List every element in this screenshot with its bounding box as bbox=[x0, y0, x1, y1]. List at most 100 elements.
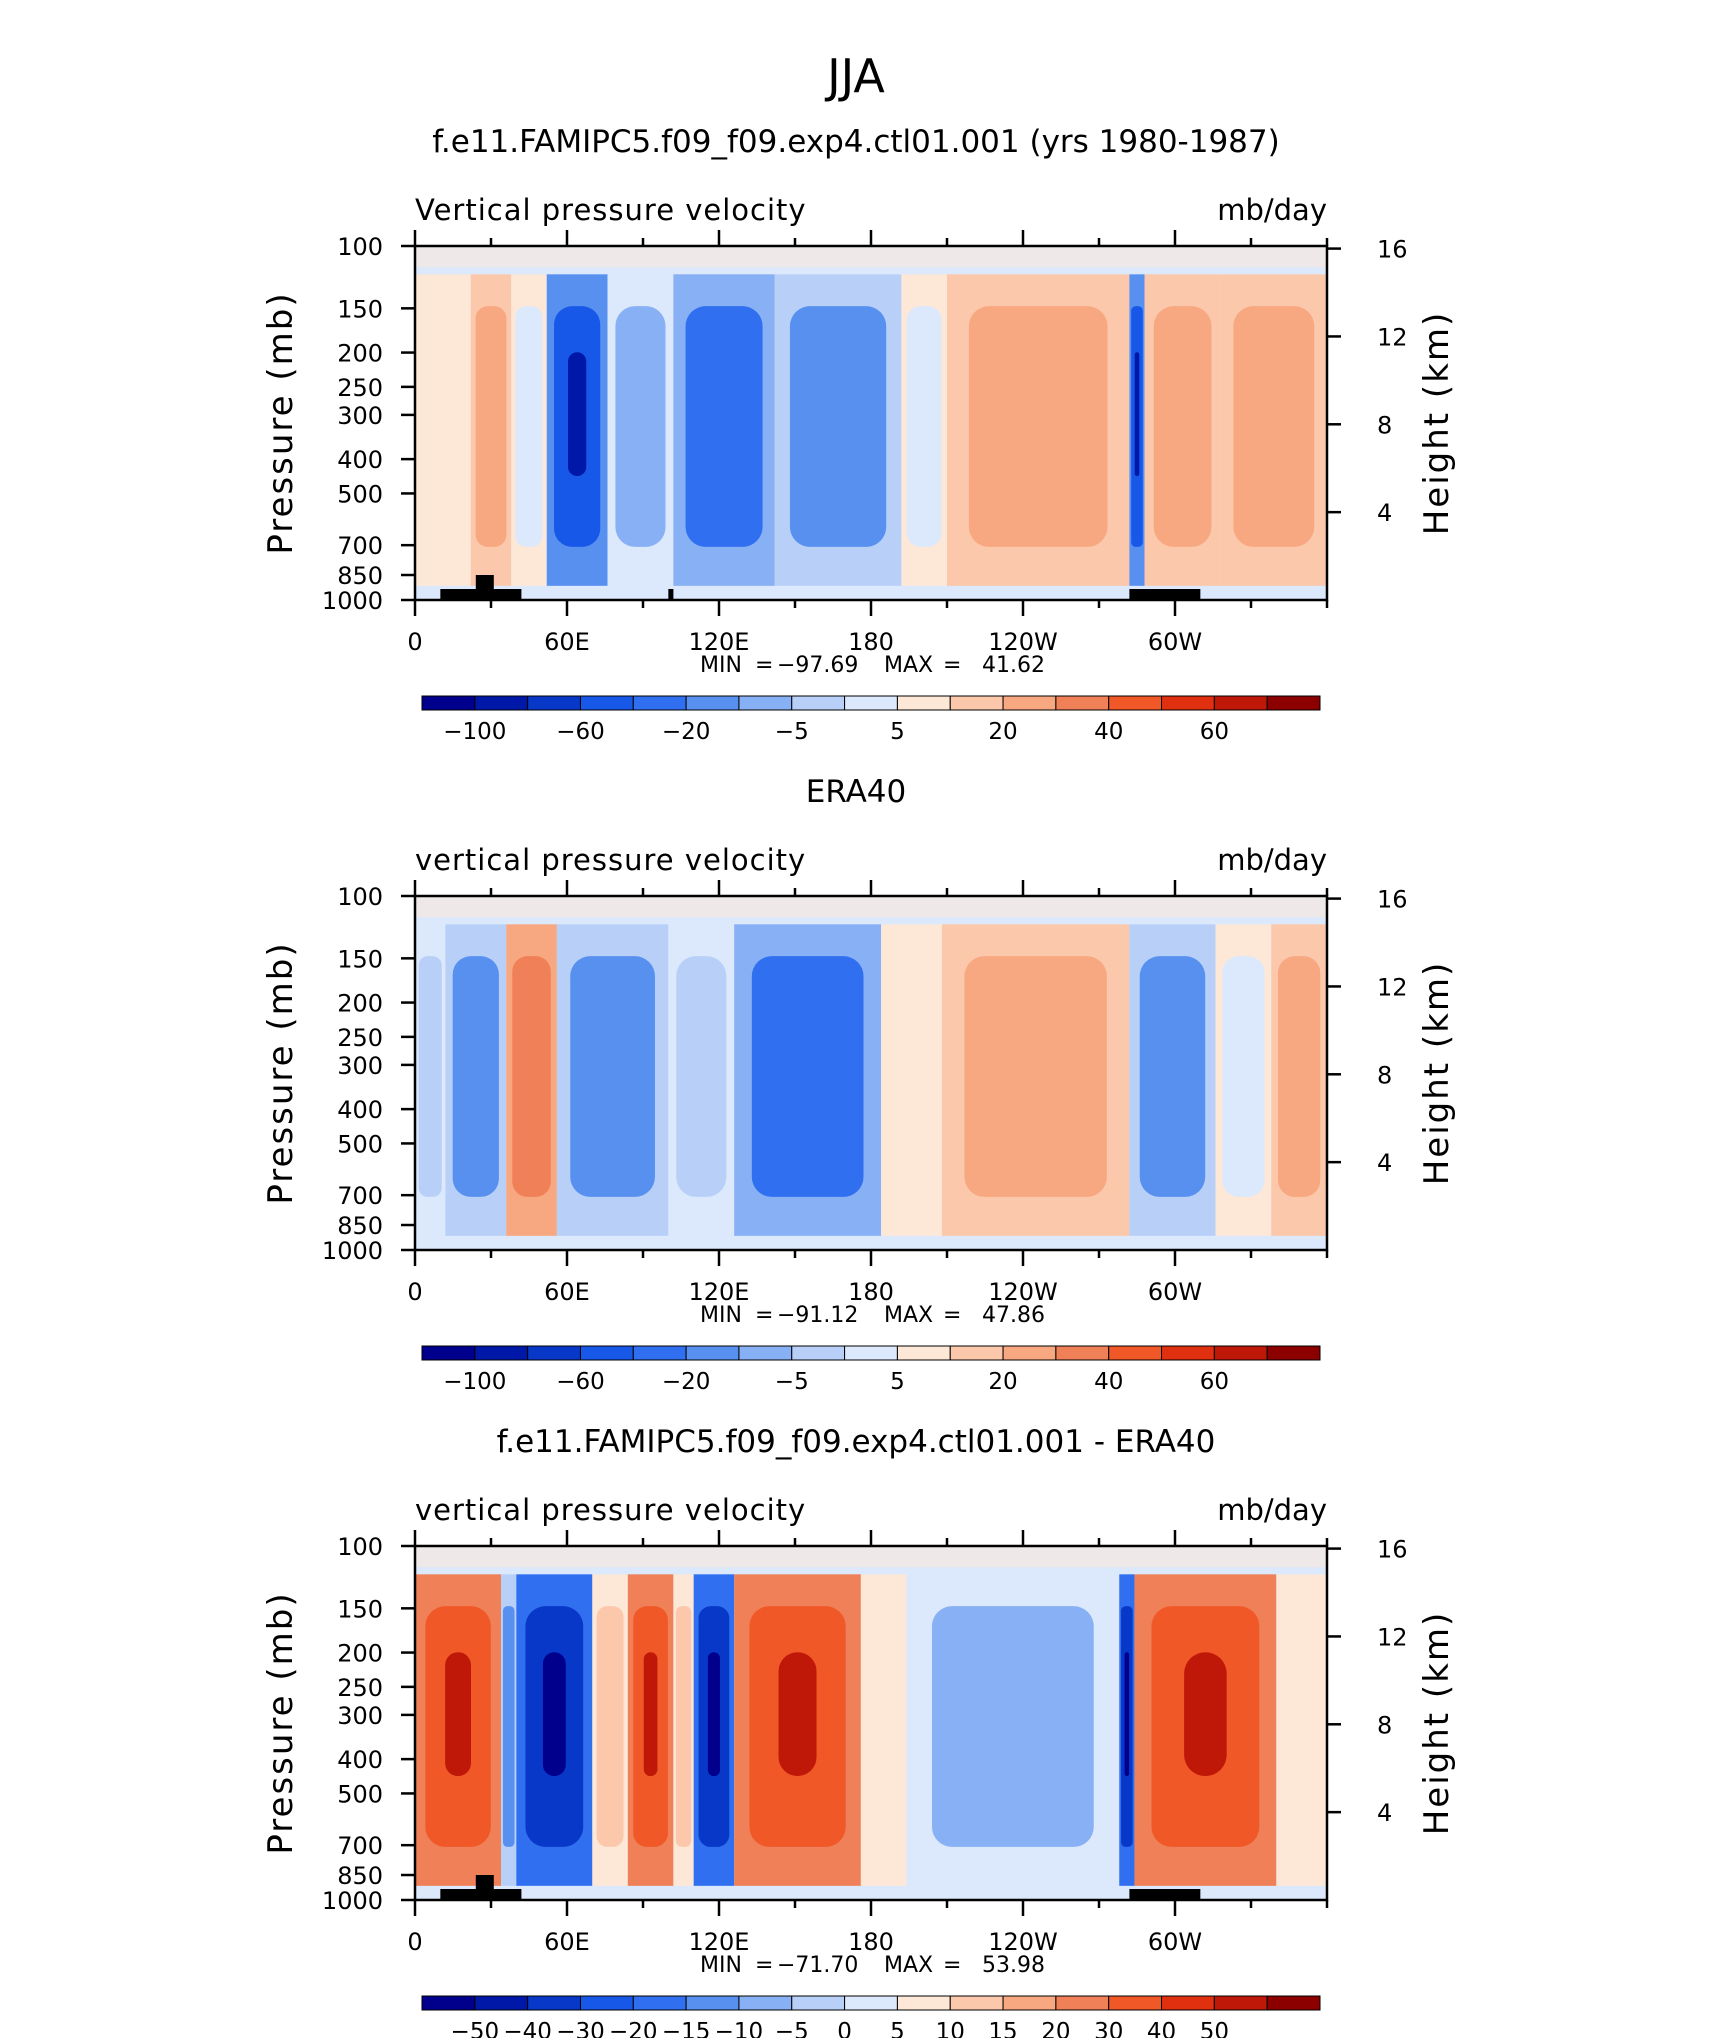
colorbar-swatch bbox=[527, 695, 581, 711]
x-tick-label: 120W bbox=[988, 628, 1058, 656]
field-band-peak bbox=[1134, 352, 1140, 477]
stat-min-label: MIN bbox=[700, 653, 742, 678]
x-tick-label: 60W bbox=[1148, 1278, 1202, 1306]
y-tick-label: 150 bbox=[337, 1595, 383, 1623]
colorbar-label: −15 bbox=[662, 2019, 711, 2038]
y-right-tick-label: 12 bbox=[1377, 323, 1408, 351]
topography-mask bbox=[475, 575, 494, 589]
field-band-peak bbox=[707, 1652, 721, 1777]
stat-eq: = bbox=[943, 653, 961, 678]
x-tick-label: 60E bbox=[544, 1928, 590, 1956]
y-right-tick-label: 8 bbox=[1377, 1711, 1392, 1739]
field-band-core bbox=[906, 306, 942, 547]
y-right-tick-label: 12 bbox=[1377, 973, 1408, 1001]
colorbar-swatch bbox=[421, 1345, 476, 1361]
colorbar-swatch bbox=[844, 1995, 898, 2011]
colorbar-swatch bbox=[1161, 1995, 1215, 2011]
x-tick-label: 180 bbox=[848, 1278, 894, 1306]
colorbar-swatch bbox=[1002, 1995, 1057, 2011]
stat-eq: = bbox=[755, 653, 773, 678]
y-tick-label: 400 bbox=[337, 1096, 383, 1124]
colorbar-label: −5 bbox=[775, 2019, 809, 2038]
colorbar-swatch bbox=[685, 1995, 740, 2011]
field-band-peak bbox=[1124, 1652, 1130, 1777]
colorbar-swatch bbox=[949, 1995, 1004, 2011]
stat-min-value: −91.12 bbox=[777, 1303, 858, 1328]
x-tick-label: 120W bbox=[988, 1278, 1058, 1306]
colorbar-swatch bbox=[1161, 695, 1215, 711]
x-tick-label: 120E bbox=[689, 628, 750, 656]
field-band-core bbox=[452, 956, 499, 1197]
colorbar-label: −50 bbox=[451, 2019, 500, 2038]
colorbar-swatch bbox=[738, 695, 793, 711]
x-tick-label: 0 bbox=[407, 1278, 422, 1306]
y-tick-label: 300 bbox=[337, 402, 383, 430]
y-tick-label: 250 bbox=[337, 1674, 383, 1702]
colorbar-swatch bbox=[579, 1995, 634, 2011]
colorbar-swatch bbox=[1002, 1345, 1057, 1361]
colorbar-label: −10 bbox=[715, 2019, 764, 2038]
colorbar-swatch bbox=[1213, 695, 1268, 711]
colorbar-label: 10 bbox=[936, 2019, 965, 2038]
page-title: JJA bbox=[824, 49, 885, 103]
field-band-core bbox=[964, 956, 1107, 1197]
field-band-core bbox=[675, 1606, 692, 1847]
colorbar-swatch bbox=[632, 1345, 687, 1361]
colorbar-swatch bbox=[949, 1345, 1004, 1361]
y-right-tick-label: 16 bbox=[1377, 886, 1408, 914]
colorbar-swatch bbox=[1161, 1345, 1215, 1361]
panel-1: f.e11.FAMIPC5.f09_f09.exp4.ctl01.001 (yr… bbox=[261, 124, 1457, 745]
upper-layer bbox=[415, 1546, 1327, 1568]
y-tick-label: 850 bbox=[337, 1862, 383, 1890]
y-tick-label: 500 bbox=[337, 1780, 383, 1808]
colorbar: −100 −60 −20 −5 5 20 40 60 bbox=[421, 1345, 1321, 1395]
y-tick-label: 300 bbox=[337, 1052, 383, 1080]
colorbar-swatch bbox=[579, 695, 634, 711]
upper-layer bbox=[415, 246, 1327, 268]
colorbar: −100 −60 −20 −5 5 20 40 60 bbox=[421, 695, 1321, 745]
y-tick-label: 700 bbox=[337, 1182, 383, 1210]
colorbar-swatch bbox=[1055, 1345, 1110, 1361]
colorbar-swatch bbox=[896, 695, 951, 711]
field-band-core bbox=[676, 956, 727, 1197]
field-band-core bbox=[475, 306, 507, 547]
colorbar-swatch bbox=[1266, 1995, 1321, 2011]
colorbar-label: 50 bbox=[1200, 2019, 1229, 2038]
stat-max-value: 47.86 bbox=[982, 1303, 1045, 1328]
y-tick-label: 700 bbox=[337, 1832, 383, 1860]
colorbar-label: 5 bbox=[890, 2019, 905, 2038]
y-tick-label: 150 bbox=[337, 945, 383, 973]
x-tick-label: 60W bbox=[1148, 628, 1202, 656]
y-tick-label: 100 bbox=[337, 1533, 383, 1561]
topography-mask bbox=[475, 1875, 494, 1889]
colorbar-label: 60 bbox=[1200, 1369, 1229, 1395]
stat-max-label: MAX bbox=[884, 1953, 933, 1978]
y-tick-label: 200 bbox=[337, 340, 383, 368]
colorbar-label: 40 bbox=[1094, 719, 1123, 745]
x-tick-label: 60E bbox=[544, 628, 590, 656]
y-tick-label: 500 bbox=[337, 1130, 383, 1158]
colorbar-label: −60 bbox=[556, 719, 605, 745]
field-band-core bbox=[418, 956, 442, 1197]
x-tick-label: 0 bbox=[407, 1928, 422, 1956]
y-right-tick-label: 4 bbox=[1377, 499, 1392, 527]
field-band-core bbox=[512, 956, 551, 1197]
field-band-peak bbox=[778, 1652, 817, 1777]
y-right-tick-label: 4 bbox=[1377, 1149, 1392, 1177]
colorbar-label: 5 bbox=[890, 1369, 905, 1395]
colorbar-label: 0 bbox=[837, 2019, 852, 2038]
y-right-axis-label: Height (km) bbox=[1417, 961, 1457, 1186]
stat-max-label: MAX bbox=[884, 653, 933, 678]
stat-eq: = bbox=[943, 1953, 961, 1978]
colorbar-label: 15 bbox=[988, 2019, 1017, 2038]
colorbar-label: −20 bbox=[609, 2019, 658, 2038]
colorbar-label: −30 bbox=[556, 2019, 605, 2038]
field-band-core bbox=[1277, 956, 1321, 1197]
colorbar-swatch bbox=[474, 1995, 529, 2011]
y-tick-label: 700 bbox=[337, 532, 383, 560]
topography-mask bbox=[440, 1889, 522, 1900]
colorbar-swatch bbox=[685, 1345, 740, 1361]
colorbar-label: 30 bbox=[1094, 2019, 1123, 2038]
stat-min-label: MIN bbox=[700, 1953, 742, 1978]
